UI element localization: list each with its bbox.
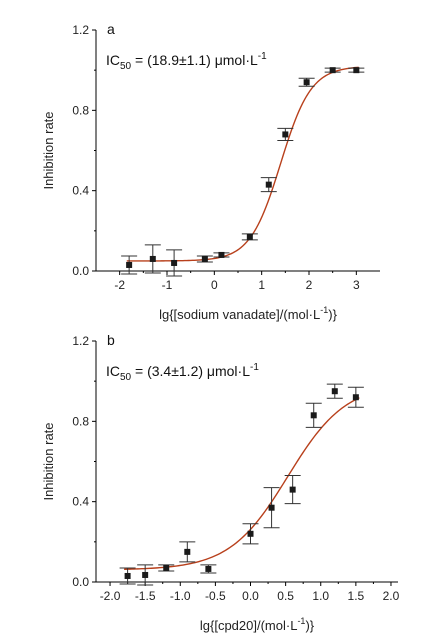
ic50-annotation: IC50 = (3.4±1.2) μmol·L-1: [106, 362, 259, 383]
x-tick-label: 1.0: [312, 589, 329, 603]
x-tick-label: 1: [258, 278, 265, 292]
data-point: [265, 181, 272, 188]
x-tick-label: -2.0: [100, 589, 121, 603]
x-tick-label: 2.0: [383, 589, 400, 603]
x-tick-label: 0.0: [242, 589, 259, 603]
data-point: [149, 255, 156, 262]
data-point: [126, 261, 133, 268]
y-tick-label: 1.2: [72, 23, 89, 37]
x-tick-label: 2: [306, 278, 313, 292]
y-tick-label: 0.4: [72, 495, 89, 509]
ic50-annotation: IC50 = (18.9±1.1) μmol·L-1: [106, 51, 267, 72]
data-point: [184, 548, 191, 555]
data-point: [246, 233, 253, 240]
data-point: [353, 67, 360, 74]
x-tick-label: -2: [114, 278, 125, 292]
data-point: [163, 564, 170, 571]
data-point: [218, 251, 225, 258]
fitted-curve: [124, 397, 360, 570]
data-point: [310, 412, 317, 419]
y-tick-label: 0.0: [72, 264, 89, 278]
data-point: [247, 530, 254, 537]
data-point: [329, 67, 336, 74]
x-tick-label: -1: [162, 278, 173, 292]
x-tick-label: -1.0: [170, 589, 191, 603]
data-point: [352, 394, 359, 401]
data-point: [331, 388, 338, 395]
y-tick-label: 0.4: [72, 184, 89, 198]
data-point: [282, 131, 289, 138]
data-point: [303, 79, 310, 86]
panel-label: b: [107, 332, 115, 348]
chart-panel-b: 0.0 0.4 0.8 1.2 -2.0 -1.5 -1.0 -0.5 0.0 0.5 1.0 1.5…: [41, 332, 400, 633]
data-point: [201, 255, 208, 262]
data-point: [205, 565, 212, 572]
y-axis-title: Inhibition rate: [41, 422, 56, 500]
fitted-curve: [126, 66, 359, 262]
x-tick-label: 1.5: [348, 589, 365, 603]
y-tick-label: 0.0: [72, 575, 89, 589]
x-tick-label: 3: [353, 278, 360, 292]
x-axis-title: lg{[sodium vanadate]/(mol·L-1)}: [159, 305, 338, 322]
data-point: [171, 259, 178, 266]
chart-panel-a: 0.0 0.4 0.8 1.2 -2 -1 0 1 2 3 lg{[sodium vanadate]…: [41, 21, 380, 322]
y-tick-label: 1.2: [72, 334, 89, 348]
x-tick-label: -0.5: [205, 589, 226, 603]
y-tick-label: 0.8: [72, 103, 89, 117]
x-tick-label: 0.5: [277, 589, 294, 603]
panel-label: a: [107, 21, 115, 37]
data-point: [268, 504, 275, 511]
data-point: [289, 486, 296, 493]
data-point: [142, 571, 149, 578]
y-tick-label: 0.8: [72, 414, 89, 428]
x-tick-label: 0: [211, 278, 218, 292]
x-tick-label: -1.5: [135, 589, 156, 603]
y-axis-title: Inhibition rate: [41, 111, 56, 189]
data-point: [124, 572, 131, 579]
x-axis-title: lg{[cpd20]/(mol·L-1)}: [200, 616, 315, 633]
